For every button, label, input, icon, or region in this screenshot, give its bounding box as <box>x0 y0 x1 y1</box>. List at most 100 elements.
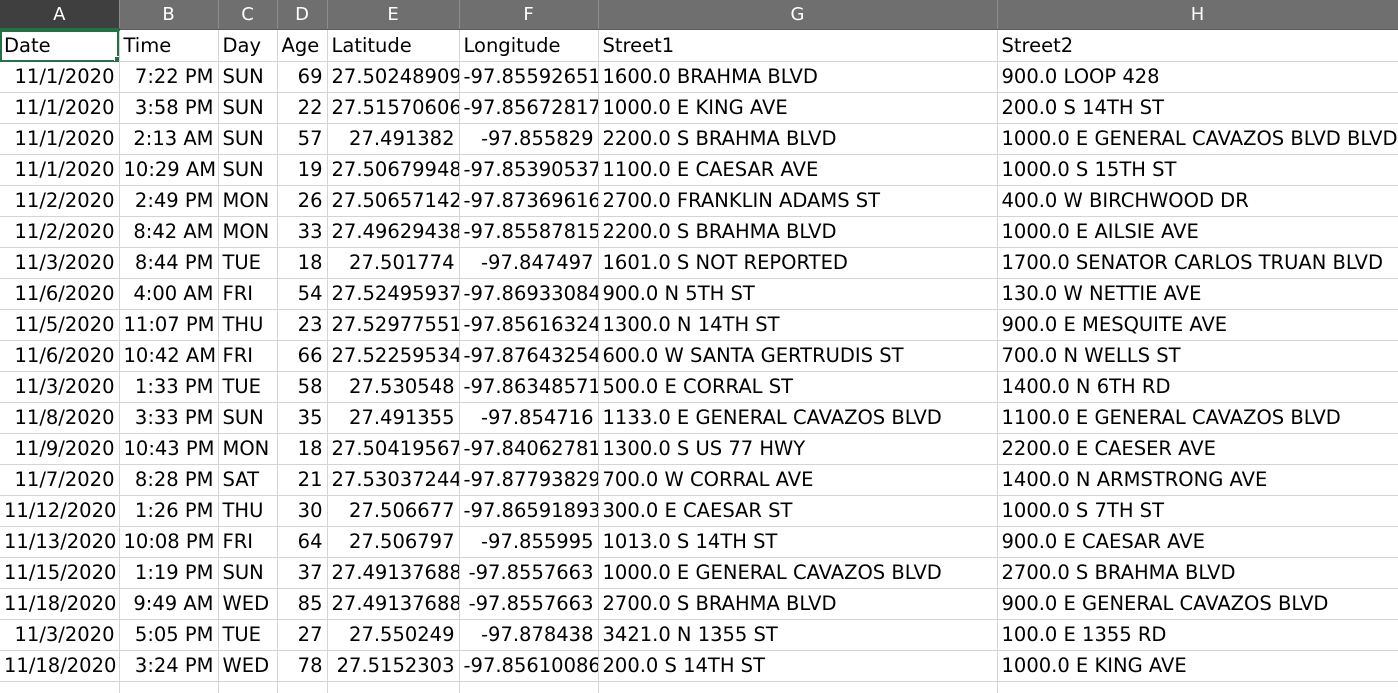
cell-g2[interactable]: 1600.0 BRAHMA BLVD <box>598 61 998 93</box>
cell-e11[interactable]: 27.52259534 <box>327 340 460 372</box>
column-header-h[interactable]: H <box>997 0 1398 30</box>
cell-c16[interactable]: THU <box>218 495 278 527</box>
cell-d2[interactable]: 69 <box>277 61 328 93</box>
cell-h19[interactable]: 900.0 E GENERAL CAVAZOS BLVD <box>997 588 1398 620</box>
cell-f22[interactable] <box>459 681 599 693</box>
cell-d1[interactable]: Age <box>277 29 328 62</box>
cell-f5[interactable]: -97.85390537 <box>459 154 599 186</box>
cell-h1[interactable]: Street2 <box>997 29 1398 62</box>
cell-d18[interactable]: 37 <box>277 557 328 589</box>
cell-a4[interactable]: 11/1/2020 <box>0 123 120 155</box>
cell-b16[interactable]: 1:26 PM <box>119 495 219 527</box>
cell-g17[interactable]: 1013.0 S 14TH ST <box>598 526 998 558</box>
cell-f14[interactable]: -97.84062781 <box>459 433 599 465</box>
cell-h3[interactable]: 200.0 S 14TH ST <box>997 92 1398 124</box>
cell-b6[interactable]: 2:49 PM <box>119 185 219 217</box>
cell-c15[interactable]: SAT <box>218 464 278 496</box>
cell-e19[interactable]: 27.49137688 <box>327 588 460 620</box>
cell-b14[interactable]: 10:43 PM <box>119 433 219 465</box>
cell-h22[interactable] <box>997 681 1398 693</box>
cell-e2[interactable]: 27.50248909 <box>327 61 460 93</box>
cell-a7[interactable]: 11/2/2020 <box>0 216 120 248</box>
cell-f18[interactable]: -97.8557663 <box>459 557 599 589</box>
cell-e18[interactable]: 27.49137688 <box>327 557 460 589</box>
cell-g22[interactable] <box>598 681 998 693</box>
cell-a9[interactable]: 11/6/2020 <box>0 278 120 310</box>
cell-d8[interactable]: 18 <box>277 247 328 279</box>
cell-c5[interactable]: SUN <box>218 154 278 186</box>
cell-f20[interactable]: -97.878438 <box>459 619 599 651</box>
cell-f15[interactable]: -97.87793829 <box>459 464 599 496</box>
cell-g1[interactable]: Street1 <box>598 29 998 62</box>
cell-c21[interactable]: WED <box>218 650 278 682</box>
cell-b8[interactable]: 8:44 PM <box>119 247 219 279</box>
cell-a15[interactable]: 11/7/2020 <box>0 464 120 496</box>
cell-c12[interactable]: TUE <box>218 371 278 403</box>
column-header-e[interactable]: E <box>327 0 460 30</box>
cell-d6[interactable]: 26 <box>277 185 328 217</box>
cell-a19[interactable]: 11/18/2020 <box>0 588 120 620</box>
cell-b7[interactable]: 8:42 AM <box>119 216 219 248</box>
cell-e3[interactable]: 27.51570606 <box>327 92 460 124</box>
cell-d10[interactable]: 23 <box>277 309 328 341</box>
column-header-b[interactable]: B <box>119 0 219 30</box>
cell-b17[interactable]: 10:08 PM <box>119 526 219 558</box>
cell-a20[interactable]: 11/3/2020 <box>0 619 120 651</box>
cell-g12[interactable]: 500.0 E CORRAL ST <box>598 371 998 403</box>
cell-b2[interactable]: 7:22 PM <box>119 61 219 93</box>
cell-e4[interactable]: 27.491382 <box>327 123 460 155</box>
cell-h9[interactable]: 130.0 W NETTIE AVE <box>997 278 1398 310</box>
cell-c2[interactable]: SUN <box>218 61 278 93</box>
cell-e17[interactable]: 27.506797 <box>327 526 460 558</box>
cell-e21[interactable]: 27.5152303 <box>327 650 460 682</box>
cell-b21[interactable]: 3:24 PM <box>119 650 219 682</box>
cell-a5[interactable]: 11/1/2020 <box>0 154 120 186</box>
cell-d7[interactable]: 33 <box>277 216 328 248</box>
cell-g20[interactable]: 3421.0 N 1355 ST <box>598 619 998 651</box>
cell-e9[interactable]: 27.52495937 <box>327 278 460 310</box>
cell-g7[interactable]: 2200.0 S BRAHMA BLVD <box>598 216 998 248</box>
cell-e6[interactable]: 27.50657142 <box>327 185 460 217</box>
cell-f9[interactable]: -97.86933084 <box>459 278 599 310</box>
cell-b15[interactable]: 8:28 PM <box>119 464 219 496</box>
cell-e13[interactable]: 27.491355 <box>327 402 460 434</box>
cell-b22[interactable] <box>119 681 219 693</box>
cell-b18[interactable]: 1:19 PM <box>119 557 219 589</box>
cell-g10[interactable]: 1300.0 N 14TH ST <box>598 309 998 341</box>
cell-d12[interactable]: 58 <box>277 371 328 403</box>
cell-a8[interactable]: 11/3/2020 <box>0 247 120 279</box>
cell-a16[interactable]: 11/12/2020 <box>0 495 120 527</box>
cell-c7[interactable]: MON <box>218 216 278 248</box>
cell-c10[interactable]: THU <box>218 309 278 341</box>
cell-f16[interactable]: -97.86591893 <box>459 495 599 527</box>
cell-h21[interactable]: 1000.0 E KING AVE <box>997 650 1398 682</box>
cell-b5[interactable]: 10:29 AM <box>119 154 219 186</box>
cell-b11[interactable]: 10:42 AM <box>119 340 219 372</box>
cell-c3[interactable]: SUN <box>218 92 278 124</box>
cell-h18[interactable]: 2700.0 S BRAHMA BLVD <box>997 557 1398 589</box>
cell-g18[interactable]: 1000.0 E GENERAL CAVAZOS BLVD <box>598 557 998 589</box>
cell-e10[interactable]: 27.52977551 <box>327 309 460 341</box>
column-header-g[interactable]: G <box>598 0 998 30</box>
cell-g21[interactable]: 200.0 S 14TH ST <box>598 650 998 682</box>
cell-h2[interactable]: 900.0 LOOP 428 <box>997 61 1398 93</box>
cell-e14[interactable]: 27.50419567 <box>327 433 460 465</box>
cell-c11[interactable]: FRI <box>218 340 278 372</box>
cell-b3[interactable]: 3:58 PM <box>119 92 219 124</box>
cell-g19[interactable]: 2700.0 S BRAHMA BLVD <box>598 588 998 620</box>
cell-h12[interactable]: 1400.0 N 6TH RD <box>997 371 1398 403</box>
cell-b1[interactable]: Time <box>119 29 219 62</box>
cell-e1[interactable]: Latitude <box>327 29 460 62</box>
cell-h17[interactable]: 900.0 E CAESAR AVE <box>997 526 1398 558</box>
cell-f12[interactable]: -97.86348571 <box>459 371 599 403</box>
cell-g4[interactable]: 2200.0 S BRAHMA BLVD <box>598 123 998 155</box>
cell-h20[interactable]: 100.0 E 1355 RD <box>997 619 1398 651</box>
column-header-f[interactable]: F <box>459 0 599 30</box>
cell-a22[interactable] <box>0 681 120 693</box>
cell-g14[interactable]: 1300.0 S US 77 HWY <box>598 433 998 465</box>
cell-d16[interactable]: 30 <box>277 495 328 527</box>
cell-g16[interactable]: 300.0 E CAESAR ST <box>598 495 998 527</box>
cell-g15[interactable]: 700.0 W CORRAL AVE <box>598 464 998 496</box>
cell-e15[interactable]: 27.53037244 <box>327 464 460 496</box>
